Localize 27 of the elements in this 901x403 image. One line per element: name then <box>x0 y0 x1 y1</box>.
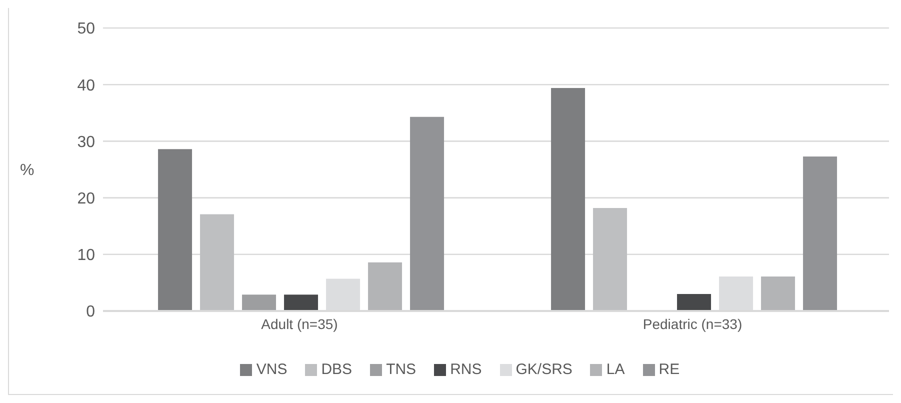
bar <box>761 276 796 311</box>
y-tick-label: 10 <box>77 247 96 264</box>
bar <box>677 294 712 311</box>
y-tick-label: 40 <box>77 77 96 94</box>
bar <box>410 116 444 311</box>
bar <box>158 149 192 311</box>
bar <box>200 214 234 311</box>
legend-label: TNS <box>386 361 416 378</box>
legend-label: LA <box>606 361 625 378</box>
legend-label: VNS <box>256 361 288 378</box>
bar <box>593 208 628 311</box>
legend-label: RNS <box>450 361 482 378</box>
y-axis-title: % <box>20 162 34 180</box>
y-tick-label: 20 <box>77 190 96 208</box>
legend-label: DBS <box>321 361 352 378</box>
bar <box>368 262 402 311</box>
x-tick-label: Adult (n=35) <box>261 316 338 332</box>
bar <box>803 156 838 311</box>
x-tick-label: Pediatric (n=33) <box>642 316 742 332</box>
legend-label: RE <box>658 361 680 378</box>
y-tick-label: 0 <box>86 304 96 321</box>
y-tick-label: 30 <box>77 134 96 151</box>
y-tick-label: 50 <box>77 20 96 38</box>
legend-label: GK/SRS <box>516 361 572 378</box>
bar <box>242 294 276 311</box>
bar <box>284 294 318 311</box>
bar <box>551 88 586 311</box>
